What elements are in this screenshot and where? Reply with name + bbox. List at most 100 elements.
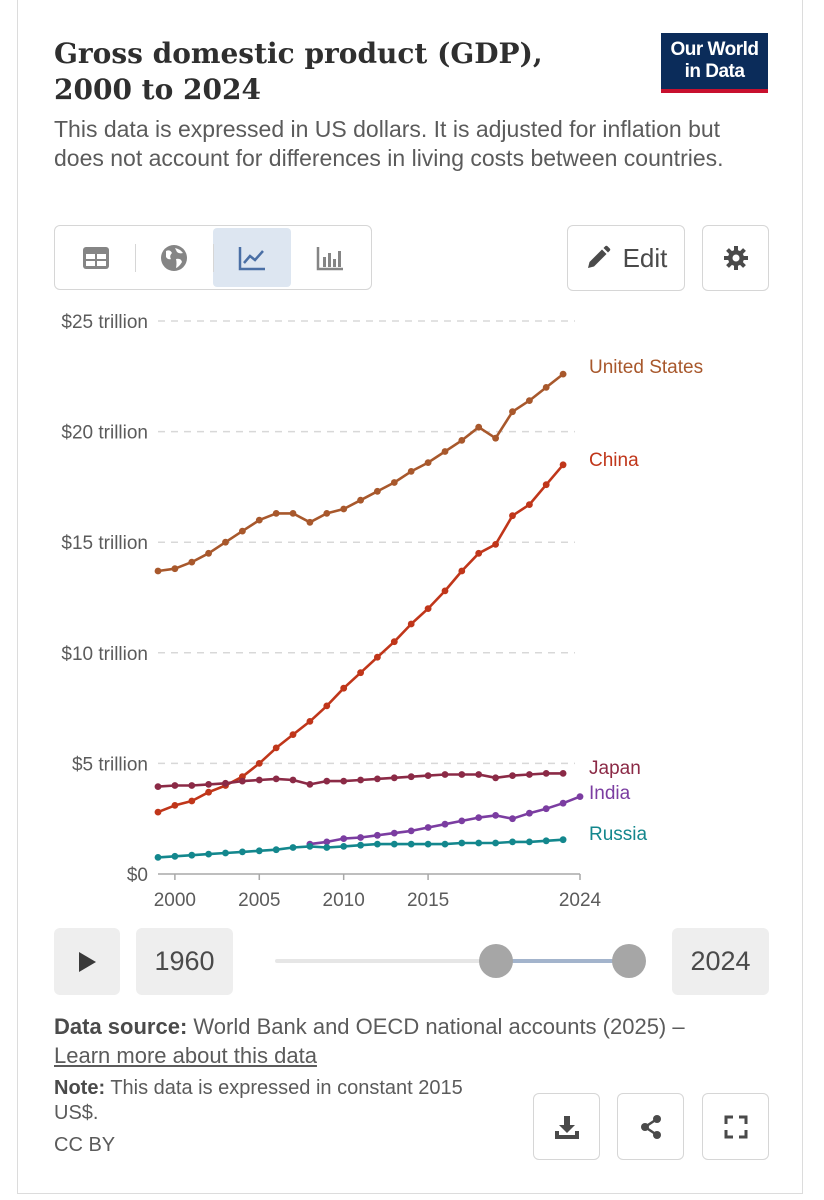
data-point-india — [441, 820, 449, 828]
data-point-russia — [407, 840, 415, 848]
data-point-japan — [407, 773, 415, 781]
data-point-russia — [526, 838, 533, 846]
data-point-russia — [340, 843, 348, 850]
data-point-united-states — [239, 527, 246, 535]
data-point-china — [357, 669, 364, 677]
download-icon — [554, 1115, 579, 1139]
data-point-japan — [306, 781, 314, 788]
timeline-end-year[interactable]: 2024 — [672, 928, 769, 995]
data-point-russia — [171, 852, 179, 860]
data-point-japan — [222, 779, 229, 787]
share-icon — [640, 1114, 661, 1139]
data-point-china — [509, 512, 516, 520]
data-point-united-states — [255, 516, 263, 524]
data-point-japan — [492, 774, 499, 782]
timeline-selected-range — [495, 959, 629, 963]
data-point-united-states — [357, 496, 364, 504]
data-point-japan — [188, 782, 196, 789]
data-point-united-states — [374, 487, 381, 495]
data-point-russia — [306, 843, 314, 850]
data-point-russia — [205, 850, 213, 858]
data-point-china — [171, 802, 179, 809]
learn-more-link[interactable]: Learn more about this data — [54, 1043, 317, 1068]
data-point-india — [475, 814, 483, 821]
data-point-united-states — [222, 538, 229, 546]
data-point-china — [441, 587, 449, 595]
y-tick-label: $20 trillion — [61, 423, 148, 444]
chart-note: Note: This data is expressed in constant… — [54, 1076, 494, 1126]
data-source-label: Data source: — [54, 1014, 188, 1039]
settings-button[interactable] — [702, 225, 769, 291]
table-icon — [83, 246, 109, 269]
data-point-japan — [542, 770, 550, 777]
timeline-start-year[interactable]: 1960 — [136, 928, 233, 995]
data-point-united-states — [492, 434, 499, 442]
data-point-china — [255, 760, 263, 767]
our-world-in-data-logo[interactable]: Our World in Data — [661, 33, 768, 93]
data-point-india — [542, 805, 550, 813]
data-point-russia — [289, 844, 297, 851]
tab-table[interactable] — [57, 228, 135, 287]
data-point-china — [289, 731, 297, 738]
data-point-united-states — [272, 510, 280, 517]
data-point-united-states — [340, 505, 348, 513]
play-button[interactable] — [54, 928, 120, 995]
data-point-china — [306, 718, 314, 725]
data-point-japan — [289, 776, 297, 784]
play-icon — [79, 951, 96, 972]
data-point-china — [272, 744, 280, 752]
data-point-japan — [239, 777, 246, 785]
data-point-united-states — [441, 448, 449, 455]
data-point-india — [576, 793, 584, 800]
download-button[interactable] — [533, 1093, 600, 1160]
data-point-united-states — [559, 370, 567, 378]
timeline-start-handle[interactable] — [479, 944, 513, 978]
data-point-united-states — [458, 437, 466, 444]
data-point-india — [509, 815, 516, 823]
data-point-united-states — [424, 459, 432, 466]
data-point-china — [559, 461, 567, 469]
series-line-india — [309, 795, 581, 846]
data-point-united-states — [154, 567, 162, 575]
data-point-japan — [374, 775, 381, 783]
tab-bar-chart[interactable] — [291, 228, 369, 287]
data-point-japan — [441, 771, 449, 778]
tab-map[interactable] — [135, 228, 213, 287]
chart-card-frame — [17, 0, 803, 1194]
tab-divider — [213, 244, 214, 272]
data-point-russia — [272, 846, 280, 854]
data-point-united-states — [407, 468, 415, 475]
logo-line-1: Our World — [670, 39, 759, 60]
x-tick-label: 2005 — [238, 890, 280, 911]
timeline-slider-track[interactable] — [275, 959, 627, 963]
data-point-japan — [154, 783, 162, 790]
data-point-china — [542, 481, 550, 489]
tab-line-chart[interactable] — [213, 228, 291, 287]
data-point-japan — [255, 776, 263, 784]
note-label: Note: — [54, 1077, 106, 1099]
data-point-russia — [390, 840, 398, 848]
line-chart-icon — [238, 246, 265, 270]
data-point-united-states — [188, 558, 196, 566]
globe-icon — [161, 244, 187, 271]
series-label-china: China — [589, 450, 639, 471]
data-point-russia — [492, 839, 499, 847]
data-point-china — [205, 788, 213, 796]
data-point-russia — [475, 839, 483, 847]
data-point-russia — [255, 847, 263, 855]
data-point-russia — [374, 840, 381, 848]
data-point-china — [475, 549, 483, 557]
share-button[interactable] — [617, 1093, 684, 1160]
series-label-united-states: United States — [589, 357, 703, 378]
x-tick-label: 2000 — [154, 890, 196, 911]
fullscreen-button[interactable] — [702, 1093, 769, 1160]
timeline-end-handle[interactable] — [612, 944, 646, 978]
data-point-china — [458, 567, 466, 575]
data-point-china — [526, 501, 533, 508]
gear-icon — [723, 246, 748, 270]
y-tick-label: $5 trillion — [72, 754, 148, 775]
note-text: This data is expressed in constant 2015 … — [54, 1077, 463, 1124]
data-point-india — [340, 835, 348, 842]
data-point-china — [407, 620, 415, 628]
edit-button[interactable]: Edit — [567, 225, 685, 291]
